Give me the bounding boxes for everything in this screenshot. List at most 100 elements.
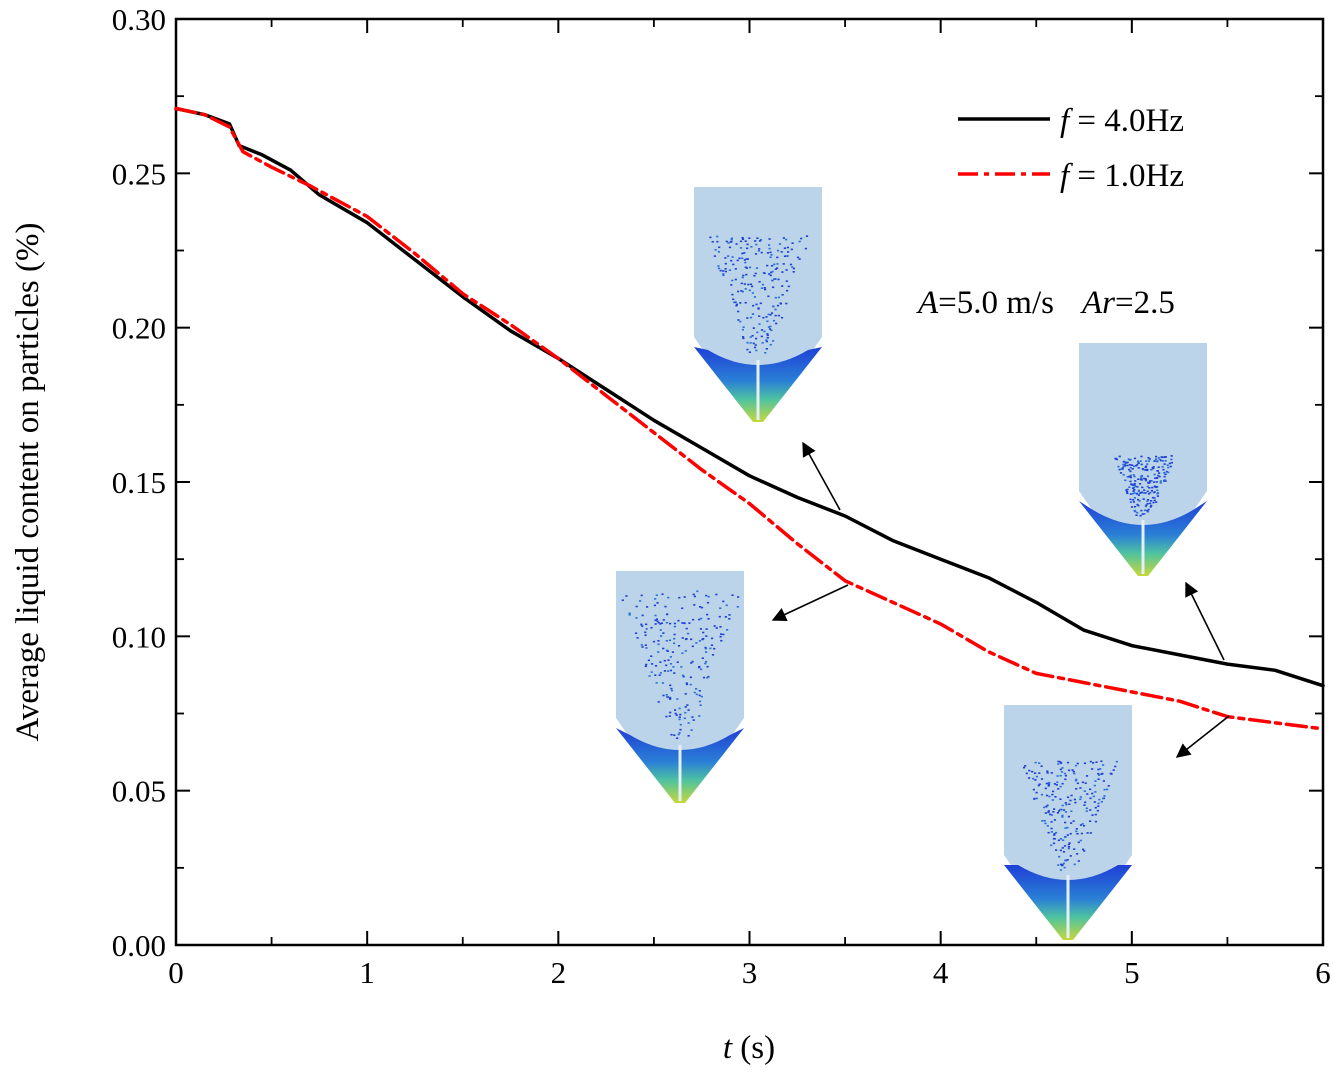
arrow-4: [1175, 715, 1230, 758]
particle-dot: [744, 240, 747, 242]
particle-dot: [718, 615, 721, 618]
particle-dot: [777, 278, 780, 281]
particle-dot: [1059, 808, 1062, 811]
particle-dot: [1040, 778, 1044, 780]
particle-dot: [1165, 470, 1168, 473]
particle-dot: [749, 316, 753, 319]
particle-dot: [1134, 505, 1137, 508]
legend-label-1hz: f = 1.0Hz: [1060, 158, 1184, 194]
particle-dot: [666, 696, 669, 698]
particle-dot: [759, 239, 763, 241]
particle-dot: [707, 595, 710, 598]
particle-dot: [1062, 851, 1066, 853]
particle-dot: [1170, 455, 1173, 457]
particle-dot: [1075, 788, 1078, 790]
x-axis-label: t (s): [723, 1030, 775, 1066]
snapshot-3: [1079, 343, 1207, 576]
x-tick-label: 1: [359, 955, 375, 990]
particle-dot: [665, 649, 669, 652]
particle-dot: [1154, 486, 1157, 489]
particle-dot: [1068, 842, 1071, 844]
particle-dot: [1064, 802, 1067, 804]
particle-dot: [1133, 484, 1136, 486]
particle-dot: [765, 339, 768, 341]
particle-dot: [1094, 806, 1097, 809]
particle-dot: [722, 273, 725, 275]
particle-dot: [1050, 814, 1053, 816]
particle-dot: [737, 596, 740, 598]
particle-dot: [774, 308, 777, 311]
particle-dot: [798, 240, 801, 243]
particle-dot: [781, 294, 784, 296]
particle-dot: [1063, 845, 1067, 847]
particle-dot: [1128, 475, 1131, 478]
particle-dot: [741, 276, 744, 279]
particle-dot: [674, 709, 677, 711]
particle-dot: [670, 689, 674, 692]
particle-dot: [1132, 487, 1135, 490]
particle-dot: [1062, 809, 1066, 811]
particle-dot: [693, 691, 696, 694]
particle-dot: [1126, 492, 1129, 495]
particle-dot: [728, 614, 731, 616]
particle-dot: [757, 250, 760, 252]
particle-dot: [769, 256, 772, 259]
particle-dot: [1096, 809, 1099, 812]
particle-dot: [676, 737, 679, 739]
particle-dot: [1045, 782, 1048, 785]
x-tick-label: 4: [933, 955, 949, 990]
particle-dot: [674, 712, 677, 715]
particle-dot: [1160, 459, 1163, 462]
particle-dot: [1089, 832, 1092, 834]
particle-dot: [1044, 822, 1047, 825]
particle-dot: [743, 252, 746, 254]
particle-dot: [1140, 479, 1143, 481]
particle-dot: [657, 651, 660, 653]
particle-dot: [777, 296, 780, 299]
particle-dot: [783, 255, 787, 257]
particle-dot: [771, 265, 774, 267]
particle-dot: [1062, 862, 1065, 865]
particle-dot: [1129, 501, 1132, 503]
particle-dot: [737, 290, 740, 293]
particle-dot: [1083, 790, 1086, 792]
particle-dot: [791, 266, 794, 268]
particle-dot: [1150, 504, 1153, 507]
particle-dot: [1034, 761, 1037, 764]
y-tick-label: 0.05: [112, 774, 166, 809]
particle-dot: [1141, 468, 1144, 470]
particle-dot: [1129, 474, 1132, 477]
particle-dot: [1079, 787, 1082, 789]
particle-dot: [1163, 472, 1166, 474]
particle-dot: [722, 633, 725, 636]
particle-dot: [1134, 510, 1137, 513]
particle-dot: [654, 619, 657, 622]
particle-dot: [1156, 477, 1159, 479]
particle-dot: [695, 688, 698, 690]
particle-dot: [757, 308, 760, 310]
particle-dot: [1046, 770, 1049, 773]
particle-dot: [1170, 461, 1173, 464]
snapshot-4: [1004, 705, 1132, 940]
particle-dot: [692, 719, 695, 721]
particle-dot: [758, 281, 761, 283]
particle-dot: [1068, 769, 1071, 772]
particle-dot: [1100, 801, 1103, 803]
particle-dot: [1048, 795, 1051, 798]
particle-dot: [1132, 474, 1135, 476]
particle-dot: [1083, 850, 1086, 852]
particle-dot: [739, 302, 742, 304]
particle-dot: [1053, 783, 1056, 785]
particle-dot: [700, 668, 703, 671]
particle-dot: [681, 652, 684, 654]
particle-dot: [1132, 484, 1135, 486]
particle-dot: [662, 632, 665, 634]
particle-dot: [684, 693, 687, 695]
particle-dot: [1112, 769, 1115, 771]
particle-dot: [769, 314, 772, 316]
particle-dot: [1144, 478, 1147, 481]
particle-dot: [1075, 778, 1078, 781]
particle-dot: [1133, 475, 1136, 478]
particle-dot: [1061, 782, 1064, 785]
particle-dot: [669, 684, 672, 687]
